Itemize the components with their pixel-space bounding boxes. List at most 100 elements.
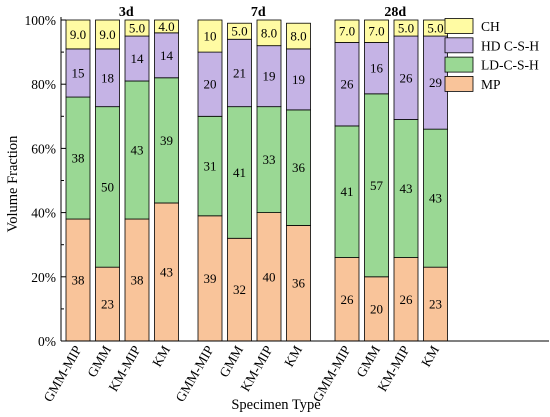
bar-segment-ld-c-s-h	[95, 106, 120, 268]
bar-segment-label: 39	[160, 133, 173, 148]
y-tick-label: 60%	[31, 141, 56, 156]
bar-segment-ld-c-s-h	[124, 80, 150, 220]
bar-segment-ch	[364, 19, 389, 43]
legend-swatch	[444, 18, 474, 34]
bar-segment-ld-c-s-h	[65, 96, 91, 220]
bar-segment-mp	[286, 225, 311, 342]
bar-segment-label: 5.0	[398, 21, 414, 36]
bar-segment-label: 50	[101, 179, 114, 194]
bar-segment-label: 36	[292, 276, 306, 291]
bar-segment-ld-c-s-h	[154, 77, 179, 204]
y-tick-label: 80%	[31, 77, 56, 92]
bar-segment-label: 26	[341, 292, 355, 307]
bar-segment-label: 38	[72, 151, 85, 166]
x-tick-label: GMM	[84, 343, 114, 380]
bar-segment-mp	[154, 202, 179, 342]
group-label: 28d	[384, 5, 406, 20]
bars-layer	[65, 19, 448, 342]
x-tick-label: GMM	[353, 343, 383, 380]
bar-segment-ch	[154, 19, 179, 34]
legend-label: HD C-S-H	[481, 38, 539, 53]
bar-segment-label: 43	[160, 264, 173, 279]
bar-segment-label: 4.0	[158, 19, 174, 34]
bar-segment-label: 19	[292, 72, 305, 87]
bar-segment-label: 43	[429, 191, 442, 206]
bar-segment-label: 20	[204, 77, 217, 92]
bar-segment-label: 38	[131, 273, 144, 288]
bar-segment-label: 43	[131, 143, 144, 158]
bar-segment-label: 26	[341, 77, 355, 92]
bar-segment-ch	[256, 19, 282, 47]
bar-segment-label: 8.0	[290, 29, 306, 44]
x-tick-label: GMM	[216, 343, 246, 380]
bar-segment-mp	[256, 212, 282, 342]
bar-segment-label: 15	[72, 65, 85, 80]
legend-label: MP	[481, 77, 501, 92]
y-tick-label: 0%	[38, 334, 56, 349]
legend: CH HD C-S-H LD-C-S-H MP	[444, 18, 539, 92]
y-axis-title: Volume Fraction	[5, 135, 21, 233]
bar-segment-label: 8.0	[261, 25, 277, 40]
bar-segment-ld-c-s-h	[334, 125, 360, 258]
bar-segment-mp	[227, 237, 252, 342]
bar-segment-label: 9.0	[99, 27, 115, 42]
y-tick-label: 100%	[25, 13, 57, 28]
bar-segment-label: 32	[233, 282, 246, 297]
group-label: 7d	[251, 5, 266, 20]
ticks-layer: 0% 20% 40% 60% 80% 100%	[25, 13, 66, 349]
x-tick-label: GMM-MIP	[309, 343, 353, 404]
bar-segment-ch	[124, 19, 150, 37]
bar-segment-ld-c-s-h	[364, 93, 389, 278]
legend-swatch	[444, 37, 474, 54]
bar-segment-ld-c-s-h	[227, 106, 252, 239]
x-tick-label: GMM-MIP	[172, 343, 216, 404]
bar-segment-label: 7.0	[368, 24, 384, 39]
x-tick-label: KM	[281, 343, 305, 369]
bar-segment-label: 14	[160, 48, 174, 63]
legend-label: LD-C-S-H	[481, 58, 539, 73]
bar-segment-ld-c-s-h	[197, 115, 223, 217]
bar-segment-label: 41	[233, 165, 246, 180]
x-axis-title: Specimen Type	[231, 397, 320, 413]
bar-segment-label: 41	[341, 184, 354, 199]
bar-segment-label: 26	[400, 292, 414, 307]
y-tick-label: 40%	[31, 206, 56, 221]
y-tick-label: 20%	[31, 270, 56, 285]
bar-segment-ch	[227, 22, 252, 40]
bar-segment-label: 16	[370, 61, 384, 76]
bar-segment-label: 5.0	[231, 24, 247, 39]
bar-segment-ld-c-s-h	[393, 119, 419, 258]
bar-segment-label: 43	[400, 181, 413, 196]
bar-segment-label: 9.0	[70, 27, 86, 42]
bar-segment-label: 36	[292, 160, 306, 175]
bar-segment-label: 29	[429, 75, 442, 90]
bar-segment-label: 5.0	[427, 21, 443, 36]
bar-segment-label: 38	[72, 273, 85, 288]
bar-segment-mp	[197, 215, 223, 342]
bar-segment-ch	[286, 22, 311, 50]
bar-segment-label: 26	[400, 70, 414, 85]
bar-segment-ch	[65, 19, 91, 50]
bar-segment-ld-c-s-h	[256, 106, 282, 213]
legend-swatch	[444, 76, 474, 92]
bar-segment-hd-c-s-h	[286, 48, 311, 111]
bar-segment-label: 23	[429, 297, 442, 312]
bar-segment-hd-c-s-h	[227, 38, 252, 108]
bar-segment-ld-c-s-h	[286, 109, 311, 226]
segment-labels-layer: 38 38 15 9.0 23 50 18 9.0 38 43 14 5.0 43 39 14 4.0 39 31…	[70, 19, 444, 316]
axes-layer	[60, 17, 549, 342]
x-tick-label: KM	[149, 343, 173, 369]
bar-segment-hd-c-s-h	[124, 35, 150, 82]
x-tick-label: GMM-MIP	[40, 343, 84, 404]
bar-segment-label: 33	[263, 152, 276, 167]
bar-segment-hd-c-s-h	[256, 45, 282, 108]
bar-segment-mp	[65, 218, 91, 342]
bar-segment-label: 19	[263, 69, 276, 84]
bar-segment-label: 23	[101, 297, 114, 312]
bar-segment-ch	[334, 19, 360, 43]
bar-segment-label: 7.0	[339, 24, 355, 39]
bar-segment-label: 18	[101, 70, 114, 85]
group-labels-layer: 3d 7d 28d	[119, 5, 407, 20]
bar-segment-label: 10	[204, 29, 217, 44]
